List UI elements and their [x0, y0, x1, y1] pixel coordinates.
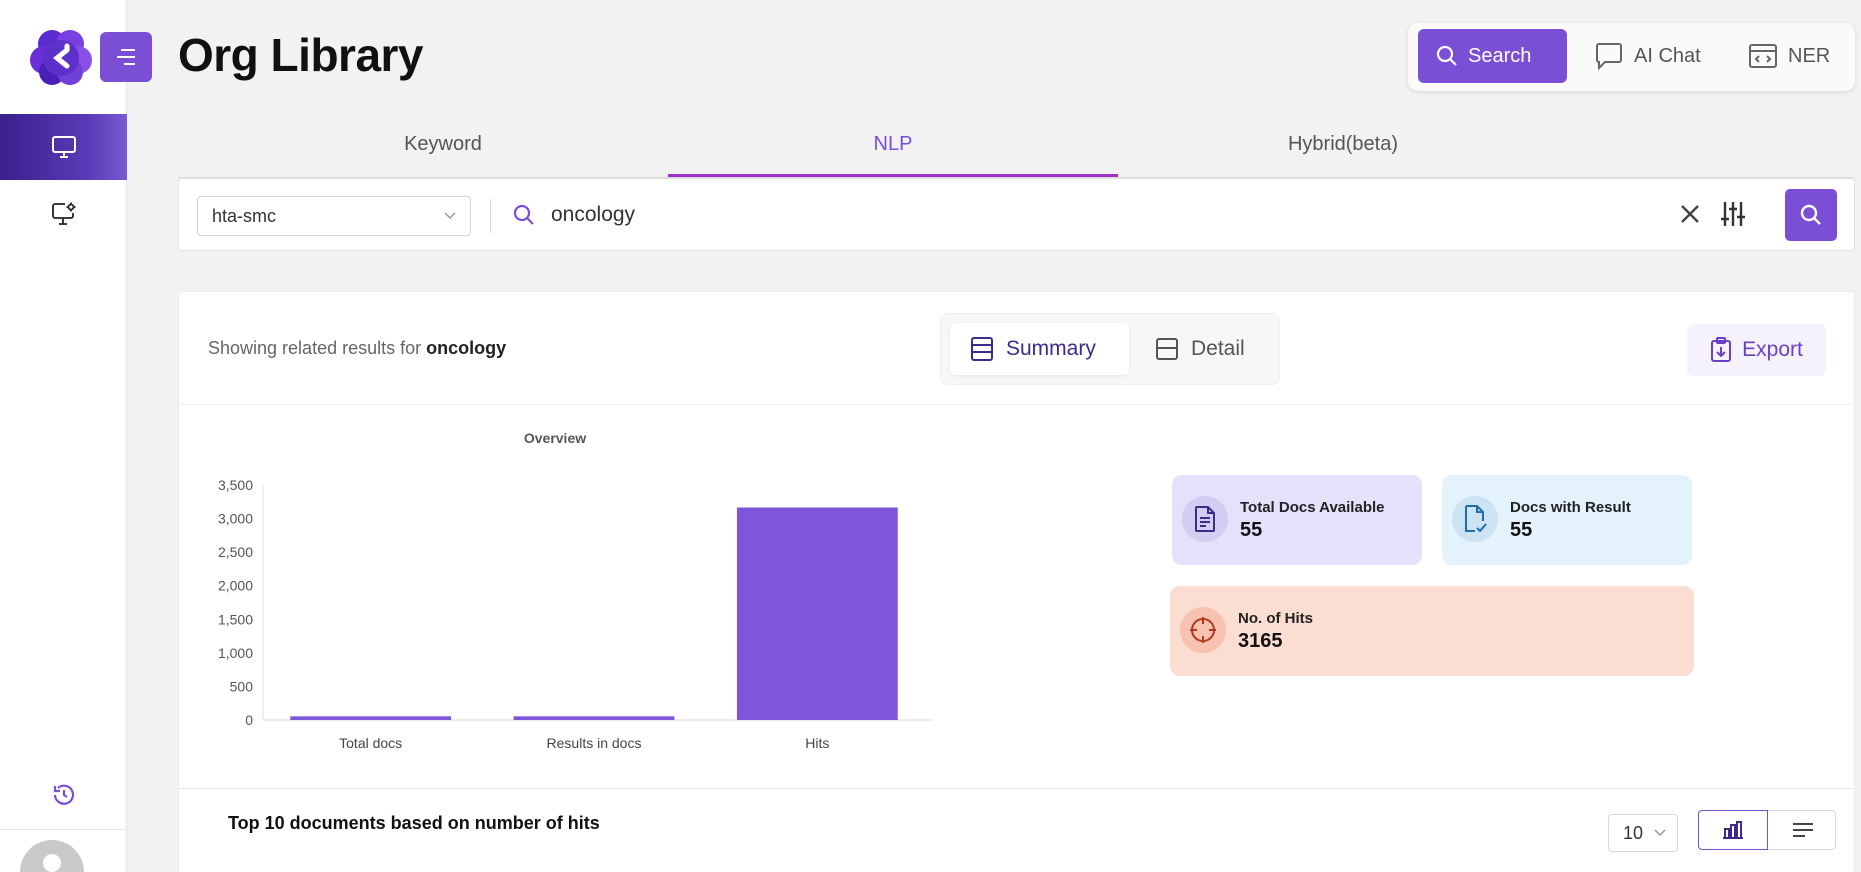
export-button[interactable]: Export: [1687, 324, 1826, 376]
crosshair-icon: [1190, 617, 1216, 643]
mode-ai-chat-label: AI Chat: [1634, 44, 1701, 67]
stat-docs-with-result-value: 55: [1510, 519, 1533, 541]
filter-sliders-icon[interactable]: [1719, 199, 1747, 229]
document-icon: [1195, 506, 1215, 532]
bar-total-docs[interactable]: [290, 716, 452, 720]
mode-ner-button[interactable]: NER: [1730, 29, 1848, 83]
search-icon: [513, 204, 534, 225]
y-tick-label: 2,500: [218, 544, 253, 560]
search-input[interactable]: [551, 197, 1551, 233]
monitor-icon: [51, 136, 76, 158]
view-detail-label: Detail: [1191, 337, 1245, 360]
code-window-icon: [1749, 44, 1777, 68]
mode-switch: Search AI Chat NER: [1408, 23, 1855, 91]
tab-nlp[interactable]: NLP: [668, 120, 1118, 178]
history-icon: [53, 784, 74, 805]
x-tick-label: Hits: [805, 735, 829, 751]
chart-view-toggle: [1698, 810, 1836, 850]
results-summary-term: oncology: [426, 338, 507, 358]
mode-search-label: Search: [1468, 44, 1532, 67]
stat-docs-with-result: Docs with Result 55: [1442, 475, 1692, 565]
page-size-select[interactable]: 10: [1608, 814, 1678, 852]
list-lines-icon: [1793, 823, 1813, 837]
document-icon-wrap: [1182, 496, 1228, 542]
search-type-tabs: Keyword NLP Hybrid(beta): [218, 120, 1718, 178]
results-card: Showing related results for oncology Sum…: [178, 291, 1855, 872]
sidebar-divider: [0, 829, 127, 830]
clipboard-export-icon: [1711, 337, 1732, 362]
sidebar-item-search[interactable]: [0, 114, 127, 180]
document-check-icon: [1465, 505, 1487, 533]
view-detail-button[interactable]: Detail: [1135, 323, 1265, 375]
chevron-down-icon: [1654, 829, 1666, 837]
monitor-settings-icon: [51, 202, 75, 225]
crosshair-icon-wrap: [1180, 607, 1226, 653]
y-tick-label: 1,500: [218, 611, 253, 627]
chat-icon: [1596, 43, 1622, 70]
mode-search-button[interactable]: Search: [1418, 29, 1567, 83]
y-tick-label: 1,000: [218, 645, 253, 661]
summary-list-icon: [971, 337, 993, 361]
x-tick-label: Total docs: [339, 735, 402, 751]
view-toggle: Summary Detail: [940, 313, 1280, 385]
results-summary-prefix: Showing related results for: [208, 338, 422, 358]
view-summary-button[interactable]: Summary: [950, 323, 1129, 375]
sidebar-item-history[interactable]: [0, 780, 127, 810]
page-title: Org Library: [178, 29, 424, 81]
bar-hits[interactable]: [736, 507, 898, 720]
tab-hybrid[interactable]: Hybrid(beta): [1287, 133, 1399, 155]
stat-total-docs-value: 55: [1240, 519, 1263, 541]
card-divider: [179, 788, 1854, 789]
menu-icon: [117, 49, 135, 65]
stat-docs-with-result-label: Docs with Result: [1510, 499, 1631, 516]
collection-select[interactable]: hta-smc: [197, 196, 471, 236]
stat-hits-value: 3165: [1238, 630, 1283, 652]
search-icon: [1436, 45, 1457, 66]
bar-chart-view-button[interactable]: [1698, 810, 1768, 850]
y-tick-label: 3,000: [218, 511, 253, 527]
sidebar-item-monitor-settings[interactable]: [0, 196, 127, 232]
app-logo-icon[interactable]: [30, 28, 92, 86]
y-tick-label: 500: [230, 678, 254, 694]
search-submit-button[interactable]: [1785, 189, 1837, 241]
mode-ai-chat-button[interactable]: AI Chat: [1576, 29, 1719, 83]
results-summary-text: Showing related results for oncology: [208, 338, 506, 359]
detail-panel-icon: [1156, 338, 1178, 360]
document-check-icon-wrap: [1452, 496, 1498, 542]
sidebar: [0, 0, 127, 872]
chart-title: Overview: [524, 430, 586, 446]
list-view-button[interactable]: [1768, 810, 1838, 850]
results-header: Showing related results for oncology Sum…: [179, 292, 1854, 405]
top-docs-title: Top 10 documents based on number of hits: [228, 813, 600, 833]
tab-keyword[interactable]: Keyword: [404, 133, 482, 155]
search-divider: [490, 199, 491, 233]
x-tick-label: Results in docs: [547, 735, 642, 751]
bar-chart-icon: [1723, 821, 1743, 839]
search-icon: [1800, 204, 1821, 225]
stat-total-docs: Total Docs Available 55: [1172, 475, 1422, 565]
page-size-value: 10: [1623, 823, 1644, 843]
menu-toggle-button[interactable]: [100, 32, 152, 82]
y-tick-label: 3,500: [218, 477, 253, 493]
tabs-divider: [178, 177, 1855, 178]
export-label: Export: [1742, 338, 1803, 361]
stat-hits: No. of Hits 3165: [1170, 586, 1694, 676]
clear-icon[interactable]: [1677, 201, 1703, 227]
collection-select-value: hta-smc: [212, 206, 277, 226]
stat-hits-label: No. of Hits: [1238, 610, 1313, 627]
mode-ner-label: NER: [1788, 44, 1831, 67]
avatar[interactable]: [20, 840, 84, 872]
y-tick-label: 0: [245, 712, 253, 728]
overview-chart: Overview 0 500 1,000 1,500 2,000 2,500 3,000 3,…: [218, 430, 933, 751]
search-bar: hta-smc: [178, 178, 1855, 251]
stat-total-docs-label: Total Docs Available: [1240, 499, 1385, 516]
bar-results-in-docs[interactable]: [513, 716, 675, 720]
y-tick-label: 2,000: [218, 578, 253, 594]
chevron-down-icon: [444, 212, 456, 220]
view-summary-label: Summary: [1006, 337, 1096, 360]
